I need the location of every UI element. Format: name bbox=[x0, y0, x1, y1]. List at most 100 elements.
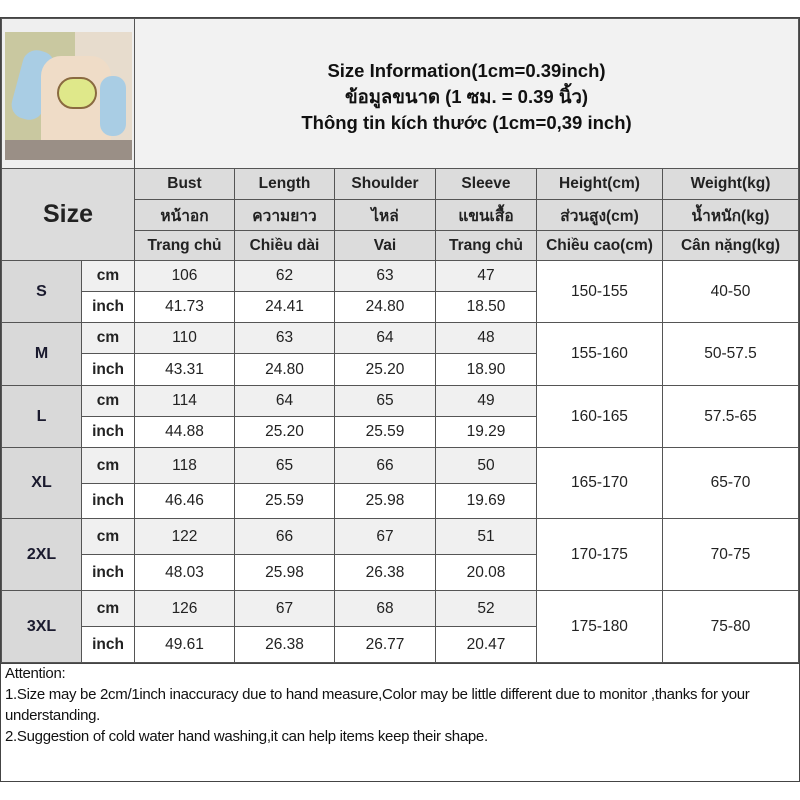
measurement-cell: 24.80 bbox=[334, 291, 436, 323]
measurement-cell: 47 bbox=[435, 260, 537, 292]
measurement-cell: 51 bbox=[435, 518, 537, 555]
height-range: 155-160 bbox=[536, 322, 663, 386]
unit-label: inch bbox=[81, 554, 135, 591]
title-thai: ข้อมูลขนาด (1 ซม. = 0.39 นิ้ว) bbox=[344, 85, 589, 107]
measurement-cell: 46.46 bbox=[134, 483, 235, 519]
size-label: L bbox=[1, 385, 82, 448]
size-label: 3XL bbox=[1, 590, 82, 663]
measurement-cell: 25.98 bbox=[234, 554, 335, 591]
size-header: Size bbox=[1, 168, 135, 261]
measurement-cell: 114 bbox=[134, 385, 235, 417]
table-row: inch 46.46 25.59 25.98 19.69 bbox=[2, 483, 799, 519]
measurement-cell: 25.98 bbox=[334, 483, 436, 519]
size-label: S bbox=[1, 260, 82, 323]
measurement-cell: 63 bbox=[234, 322, 335, 354]
measurement-cell: 66 bbox=[334, 447, 436, 484]
measurement-cell: 126 bbox=[134, 590, 235, 627]
column-header: Trang chủ bbox=[435, 230, 537, 261]
column-header: Length bbox=[234, 168, 335, 200]
size-label: M bbox=[1, 322, 82, 386]
measurement-cell: 43.31 bbox=[134, 353, 235, 386]
measurement-cell: 18.90 bbox=[435, 353, 537, 386]
column-header: ไหล่ bbox=[334, 199, 436, 231]
chart-title: Size Information(1cm=0.39inch) ข้อมูลขนา… bbox=[134, 18, 799, 169]
title-vietnamese: Thông tin kích thước (1cm=0,39 inch) bbox=[301, 111, 632, 133]
measurement-cell: 49 bbox=[435, 385, 537, 417]
column-header: Chiều cao(cm) bbox=[536, 230, 663, 261]
attention-note-1: 1.Size may be 2cm/1inch inaccuracy due t… bbox=[5, 686, 750, 724]
unit-label: inch bbox=[81, 353, 135, 386]
unit-label: cm bbox=[81, 260, 135, 292]
measurement-cell: 65 bbox=[234, 447, 335, 484]
measurement-cell: 68 bbox=[334, 590, 436, 627]
size-label: 2XL bbox=[1, 518, 82, 591]
measurement-cell: 25.59 bbox=[234, 483, 335, 519]
size-label: XL bbox=[1, 447, 82, 519]
unit-label: inch bbox=[81, 483, 135, 519]
unit-label: inch bbox=[81, 416, 135, 448]
measurement-cell: 19.69 bbox=[435, 483, 537, 519]
attention-note-2: 2.Suggestion of cold water hand washing,… bbox=[5, 728, 488, 745]
unit-label: cm bbox=[81, 590, 135, 627]
column-header: หน้าอก bbox=[134, 199, 235, 231]
measurement-cell: 62 bbox=[234, 260, 335, 292]
table-row: 3XL cm 126 67 68 52 175-180 75-80 bbox=[1, 590, 799, 663]
measurement-cell: 24.80 bbox=[234, 353, 335, 386]
column-header: Sleeve bbox=[435, 168, 537, 200]
measurement-cell: 41.73 bbox=[134, 291, 235, 323]
table-row: inch 48.03 25.98 26.38 20.08 bbox=[2, 554, 799, 591]
measurement-cell: 67 bbox=[234, 590, 335, 627]
column-header: Vai bbox=[334, 230, 436, 261]
attention-heading: Attention: bbox=[5, 665, 66, 682]
measurement-cell: 44.88 bbox=[134, 416, 235, 448]
column-header: Chiều dài bbox=[234, 230, 335, 261]
table-row: inch 49.61 26.38 26.77 20.47 bbox=[2, 626, 799, 663]
product-photo bbox=[5, 31, 132, 160]
measurement-cell: 26.38 bbox=[334, 554, 436, 591]
column-header: ความยาว bbox=[234, 199, 335, 231]
measurement-cell: 26.38 bbox=[234, 626, 335, 663]
measurement-cell: 18.50 bbox=[435, 291, 537, 323]
height-range: 165-170 bbox=[536, 447, 663, 519]
table-row: XL cm 118 65 66 50 165-170 65-70 bbox=[1, 447, 799, 519]
measurement-cell: 48 bbox=[435, 322, 537, 354]
measurement-cell: 50 bbox=[435, 447, 537, 484]
column-header: Bust bbox=[134, 168, 235, 200]
table-row: inch 41.73 24.41 24.80 18.50 bbox=[2, 291, 799, 323]
column-header: Cân nặng(kg) bbox=[662, 230, 799, 261]
column-header: แขนเสื้อ bbox=[435, 199, 537, 231]
column-header: น้ำหนัก(kg) bbox=[662, 199, 799, 231]
weight-range: 40-50 bbox=[662, 260, 799, 323]
column-header: Shoulder bbox=[334, 168, 436, 200]
unit-label: inch bbox=[81, 626, 135, 663]
column-header: Trang chủ bbox=[134, 230, 235, 261]
unit-label: cm bbox=[81, 447, 135, 484]
measurement-cell: 67 bbox=[334, 518, 436, 555]
column-header: Weight(kg) bbox=[662, 168, 799, 200]
attention-note: Attention: 1.Size may be 2cm/1inch inacc… bbox=[0, 660, 800, 782]
title-english: Size Information(1cm=0.39inch) bbox=[327, 59, 606, 81]
measurement-cell: 48.03 bbox=[134, 554, 235, 591]
height-range: 170-175 bbox=[536, 518, 663, 591]
table-row: inch 44.88 25.20 25.59 19.29 bbox=[2, 416, 799, 448]
measurement-cell: 63 bbox=[334, 260, 436, 292]
measurement-cell: 64 bbox=[334, 322, 436, 354]
measurement-cell: 65 bbox=[334, 385, 436, 417]
weight-range: 70-75 bbox=[662, 518, 799, 591]
measurement-cell: 25.59 bbox=[334, 416, 436, 448]
measurement-cell: 118 bbox=[134, 447, 235, 484]
size-chart: Size Information(1cm=0.39inch) ข้อมูลขนา… bbox=[0, 17, 800, 664]
table-row: inch 43.31 24.80 25.20 18.90 bbox=[2, 353, 799, 386]
measurement-cell: 25.20 bbox=[234, 416, 335, 448]
unit-label: inch bbox=[81, 291, 135, 323]
height-range: 160-165 bbox=[536, 385, 663, 448]
unit-label: cm bbox=[81, 518, 135, 555]
measurement-cell: 20.08 bbox=[435, 554, 537, 591]
product-photo-cell bbox=[1, 18, 135, 169]
measurement-cell: 52 bbox=[435, 590, 537, 627]
weight-range: 75-80 bbox=[662, 590, 799, 663]
measurement-cell: 19.29 bbox=[435, 416, 537, 448]
